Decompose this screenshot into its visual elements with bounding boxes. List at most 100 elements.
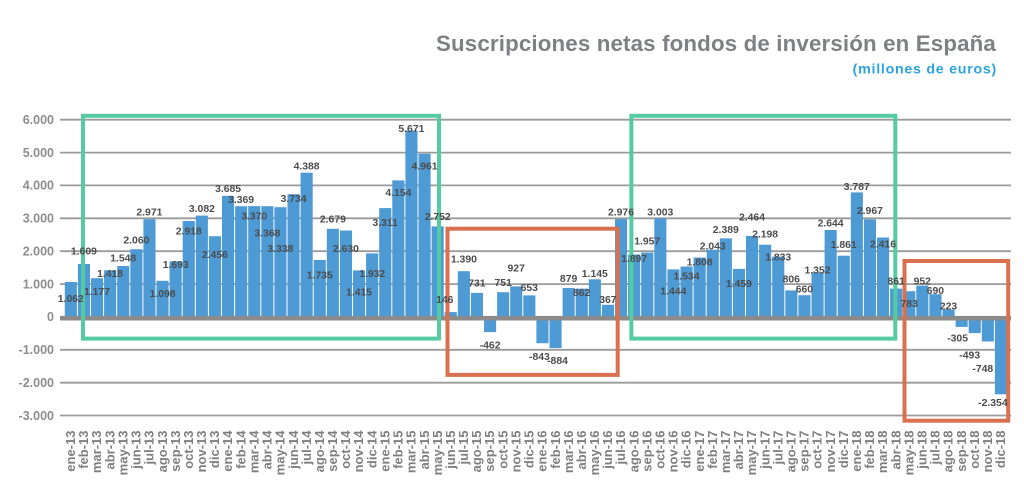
- svg-text:mar-17: mar-17: [718, 431, 733, 474]
- svg-text:1.735: 1.735: [307, 271, 333, 282]
- svg-text:862: 862: [573, 288, 591, 299]
- svg-text:oct-15: oct-15: [495, 431, 510, 469]
- svg-text:1.062: 1.062: [58, 294, 84, 305]
- svg-text:223: 223: [940, 302, 958, 313]
- svg-text:may-16: may-16: [587, 431, 602, 476]
- svg-text:2.752: 2.752: [425, 212, 451, 223]
- svg-text:sep-17: sep-17: [797, 431, 812, 472]
- svg-text:4.000: 4.000: [23, 179, 54, 193]
- svg-text:feb-16: feb-16: [548, 431, 563, 469]
- svg-text:abr-18: abr-18: [888, 431, 903, 470]
- svg-text:-748: -748: [972, 364, 993, 375]
- svg-text:abr-15: abr-15: [417, 431, 432, 470]
- svg-text:690: 690: [927, 286, 945, 297]
- svg-text:-2.354: -2.354: [978, 398, 1008, 409]
- svg-text:1.808: 1.808: [687, 258, 713, 269]
- svg-text:-305: -305: [947, 333, 968, 344]
- svg-text:ago-13: ago-13: [155, 431, 170, 473]
- svg-text:2.971: 2.971: [136, 208, 162, 219]
- svg-text:2.630: 2.630: [333, 244, 359, 255]
- svg-text:-1.000: -1.000: [19, 343, 54, 357]
- svg-text:may-18: may-18: [901, 431, 916, 476]
- svg-text:nov-15: nov-15: [509, 431, 524, 473]
- svg-text:731: 731: [468, 279, 486, 290]
- svg-text:ene-17: ene-17: [692, 431, 707, 472]
- svg-text:1.390: 1.390: [451, 255, 477, 266]
- svg-text:1.833: 1.833: [765, 253, 791, 264]
- svg-text:952: 952: [914, 277, 932, 288]
- svg-text:2.679: 2.679: [320, 215, 346, 226]
- svg-text:oct-14: oct-14: [338, 430, 353, 469]
- svg-text:jun-17: jun-17: [757, 431, 772, 470]
- svg-text:4.961: 4.961: [412, 162, 438, 173]
- svg-text:1.444: 1.444: [660, 287, 686, 298]
- svg-text:dic-14: dic-14: [364, 430, 379, 468]
- svg-text:-884: -884: [547, 356, 568, 367]
- svg-text:jun-13: jun-13: [129, 431, 144, 470]
- svg-text:ene-18: ene-18: [849, 431, 864, 472]
- svg-text:ene-16: ene-16: [535, 431, 550, 472]
- svg-text:ago-14: ago-14: [312, 430, 327, 473]
- svg-text:abr-13: abr-13: [102, 431, 117, 470]
- svg-text:3.370: 3.370: [241, 212, 267, 223]
- svg-text:3.311: 3.311: [372, 218, 398, 229]
- svg-text:1.352: 1.352: [804, 266, 830, 277]
- svg-text:Suscripciones netas fondos de: Suscripciones netas fondos de inversión …: [436, 31, 996, 56]
- svg-text:1.459: 1.459: [726, 279, 752, 290]
- svg-text:3.734: 3.734: [281, 194, 307, 205]
- svg-text:2.416: 2.416: [870, 240, 896, 251]
- svg-text:nov-14: nov-14: [351, 430, 366, 473]
- svg-text:879: 879: [560, 274, 578, 285]
- svg-text:oct-16: oct-16: [653, 431, 668, 469]
- svg-text:oct-17: oct-17: [810, 431, 825, 469]
- svg-text:3.685: 3.685: [215, 184, 241, 195]
- svg-text:ene-13: ene-13: [63, 431, 78, 472]
- svg-text:861: 861: [887, 276, 905, 287]
- svg-text:jun-14: jun-14: [286, 430, 301, 470]
- svg-text:2.198: 2.198: [752, 230, 778, 241]
- svg-text:653: 653: [521, 283, 539, 294]
- svg-text:1.957: 1.957: [634, 237, 660, 248]
- svg-text:jul-15: jul-15: [456, 431, 471, 466]
- svg-text:(millones de euros): (millones de euros): [853, 62, 997, 78]
- svg-text:jul-18: jul-18: [928, 431, 943, 466]
- svg-text:3.338: 3.338: [267, 244, 293, 255]
- svg-text:3.368: 3.368: [254, 228, 280, 239]
- svg-text:1.177: 1.177: [84, 287, 110, 298]
- svg-text:abr-17: abr-17: [731, 431, 746, 470]
- svg-text:1.861: 1.861: [831, 240, 857, 251]
- svg-text:oct-13: oct-13: [181, 431, 196, 469]
- svg-text:1.145: 1.145: [582, 269, 608, 280]
- svg-text:-493: -493: [959, 351, 980, 362]
- svg-text:1.000: 1.000: [23, 277, 54, 291]
- svg-text:783: 783: [901, 299, 919, 310]
- svg-text:nov-16: nov-16: [666, 431, 681, 473]
- svg-text:1.693: 1.693: [163, 260, 189, 271]
- svg-text:jul-17: jul-17: [770, 431, 785, 466]
- svg-text:jun-16: jun-16: [600, 431, 615, 470]
- svg-text:dic-15: dic-15: [522, 431, 537, 469]
- svg-text:sep-14: sep-14: [325, 430, 340, 472]
- svg-text:2.976: 2.976: [608, 207, 634, 218]
- svg-text:mar-15: mar-15: [404, 431, 419, 474]
- svg-text:2.464: 2.464: [739, 213, 765, 224]
- svg-text:3.787: 3.787: [844, 182, 870, 193]
- svg-text:jul-13: jul-13: [142, 431, 157, 466]
- svg-text:sep-15: sep-15: [482, 431, 497, 472]
- svg-text:3.000: 3.000: [23, 212, 54, 226]
- svg-text:1.897: 1.897: [621, 254, 647, 265]
- svg-text:feb-18: feb-18: [862, 431, 877, 469]
- svg-text:jul-14: jul-14: [299, 430, 314, 466]
- svg-text:-843: -843: [529, 352, 550, 363]
- svg-text:-3.000: -3.000: [19, 409, 54, 423]
- svg-text:2.389: 2.389: [713, 225, 739, 236]
- svg-text:dic-13: dic-13: [207, 431, 222, 469]
- svg-text:mar-14: mar-14: [246, 430, 261, 473]
- svg-text:dic-17: dic-17: [836, 431, 851, 469]
- svg-text:2.060: 2.060: [123, 236, 149, 247]
- svg-text:mar-13: mar-13: [89, 431, 104, 474]
- svg-text:sep-13: sep-13: [168, 431, 183, 472]
- svg-text:feb-13: feb-13: [76, 431, 91, 469]
- svg-text:1.932: 1.932: [359, 269, 385, 280]
- svg-text:927: 927: [508, 263, 526, 274]
